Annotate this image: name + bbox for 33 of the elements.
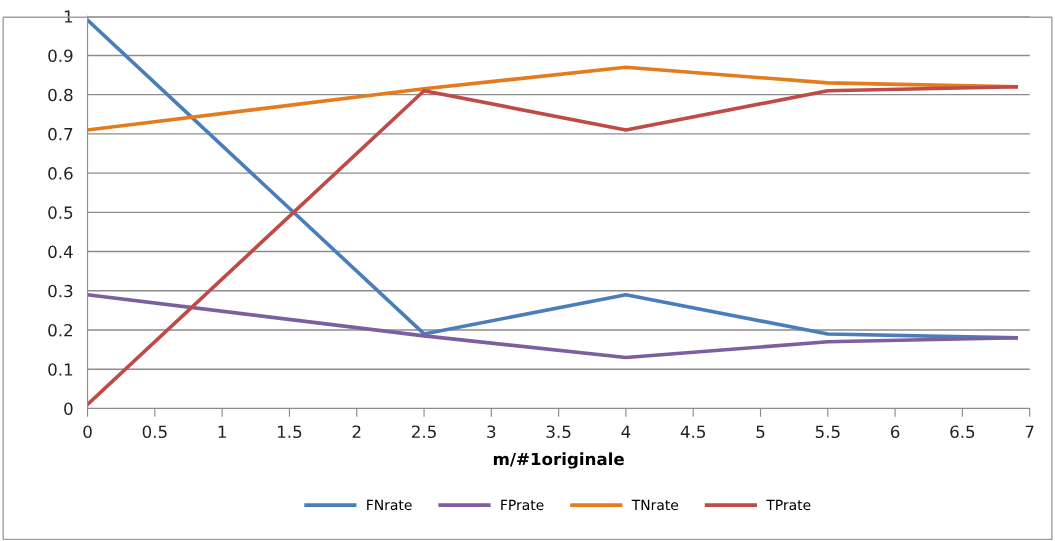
y-tick-label: 0.1 [48, 363, 73, 376]
x-axis-title: m/#1originale [493, 452, 624, 469]
x-tick-label: 0.5 [142, 425, 167, 439]
y-tick-label: 0.6 [48, 167, 73, 180]
x-tick-label: 1 [218, 425, 226, 438]
x-tick-label: 2.5 [412, 425, 436, 439]
x-tick-label: 3 [487, 425, 496, 439]
y-tick-label: 1 [64, 10, 73, 23]
legend-label: FPrate [501, 499, 544, 511]
y-tick-label: 0 [64, 402, 73, 416]
x-tick-label: 4.5 [680, 425, 706, 439]
y-tick-label: 0.2 [48, 323, 73, 337]
x-tick-label: 5 [756, 425, 765, 439]
x-tick-label: 7 [1025, 425, 1034, 438]
x-tick-label: 1.5 [278, 425, 302, 439]
y-tick-label: 0.7 [48, 127, 73, 141]
legend-label: TNrate [631, 499, 679, 511]
y-tick-label: 0.8 [48, 88, 73, 102]
x-tick-label: 0 [83, 425, 92, 439]
x-tick-label: 4 [621, 425, 631, 438]
legend-label: FNrate [367, 499, 412, 511]
line-series [87, 292, 1019, 360]
legend-label: TPrate [766, 499, 811, 511]
line-series [87, 85, 1019, 407]
y-tick-label: 0.9 [48, 49, 73, 63]
y-tick-label: 0.5 [48, 206, 73, 219]
y-tick-label: 0.3 [48, 284, 73, 298]
x-tick-label: 6 [890, 425, 900, 439]
y-tick-label: 0.4 [48, 245, 73, 259]
x-tick-label: 2 [352, 425, 361, 438]
x-tick-label: 3.5 [546, 425, 571, 439]
x-tick-label: 5.5 [815, 425, 840, 439]
x-tick-label: 6.5 [950, 425, 975, 439]
